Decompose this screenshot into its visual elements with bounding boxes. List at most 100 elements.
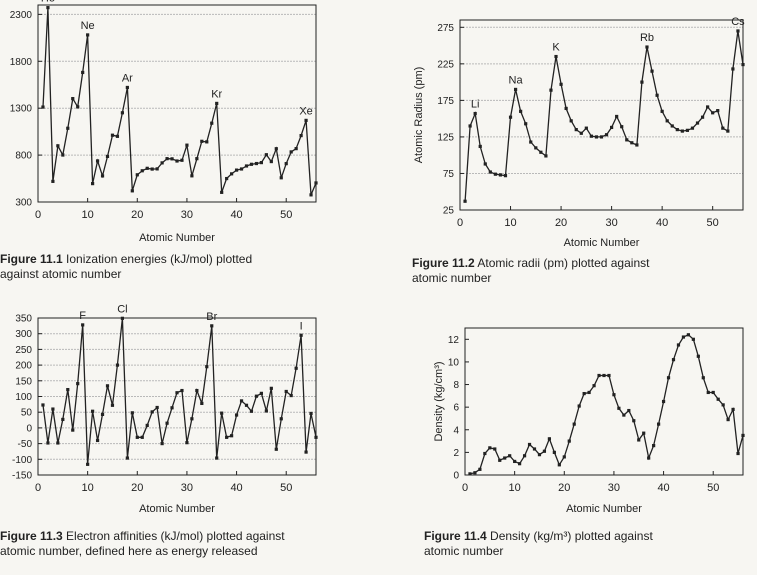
data-point xyxy=(41,403,45,407)
data-point xyxy=(587,390,591,395)
data-point xyxy=(741,433,745,438)
data-point xyxy=(304,450,308,454)
data-point xyxy=(165,157,169,161)
data-point xyxy=(547,437,551,441)
data-point xyxy=(130,189,134,193)
data-point xyxy=(230,172,234,176)
y-axis-label: Atomic Radius (pm) xyxy=(413,67,425,164)
y-tick-label: -150 xyxy=(12,471,32,482)
data-point xyxy=(71,428,75,432)
caption-fig-11-1: Figure 11.1 Ionization energies (kJ/mol)… xyxy=(0,252,252,282)
x-tick-label: 0 xyxy=(457,217,463,229)
peak-label: K xyxy=(552,42,560,54)
data-point xyxy=(210,121,214,125)
data-point xyxy=(513,87,518,92)
data-point xyxy=(671,358,676,362)
data-point xyxy=(721,126,725,130)
caption-text-line2: against atomic number xyxy=(0,267,122,281)
data-point xyxy=(675,128,679,132)
data-point xyxy=(579,131,583,135)
caption-text: Density (kg/m³) plotted against xyxy=(490,529,653,543)
data-point xyxy=(155,405,159,410)
data-point xyxy=(314,435,318,439)
data-point xyxy=(51,407,55,411)
data-point xyxy=(529,140,533,144)
data-point xyxy=(269,159,273,164)
data-point xyxy=(170,406,174,410)
data-point xyxy=(249,162,254,166)
data-point xyxy=(185,143,189,147)
data-point xyxy=(76,105,80,109)
data-point xyxy=(701,376,705,380)
data-point xyxy=(190,174,194,178)
peak-label: Kr xyxy=(211,88,222,100)
data-point xyxy=(711,111,715,115)
chart-radius: 25 75 125 175 225 275 0 10 20 30 40 50 Atomic Number… xyxy=(413,16,745,249)
data-point xyxy=(700,115,705,119)
caption-label: Figure 11.4 xyxy=(424,529,487,543)
data-point xyxy=(665,119,669,123)
data-point xyxy=(230,434,234,438)
data-point xyxy=(66,387,70,392)
data-point xyxy=(135,173,139,177)
data-point xyxy=(299,333,303,337)
data-point xyxy=(175,391,179,395)
y-tick-label: 250 xyxy=(15,345,32,356)
y-tick-label: 800 xyxy=(15,151,32,162)
series-line xyxy=(469,334,744,475)
data-point xyxy=(478,144,482,149)
caption-label: Figure 11.1 xyxy=(0,252,63,266)
data-point xyxy=(716,397,720,401)
data-point xyxy=(642,431,646,435)
data-point xyxy=(41,105,45,109)
y-tick-label: 2 xyxy=(453,448,459,459)
data-point xyxy=(100,412,105,416)
data-point xyxy=(140,435,144,439)
data-point xyxy=(645,45,649,49)
caption-text-line2: atomic number xyxy=(424,544,504,558)
data-point xyxy=(294,366,298,370)
caption-text: Atomic radii (pm) plotted against xyxy=(477,256,650,270)
data-point xyxy=(210,324,214,328)
data-point xyxy=(572,422,576,426)
peak-label: Xe xyxy=(299,105,312,117)
y-tick-label: 125 xyxy=(437,132,454,143)
data-point xyxy=(676,343,681,347)
x-tick-label: 30 xyxy=(181,482,193,494)
data-point xyxy=(574,128,578,132)
data-point xyxy=(215,456,219,460)
y-tick-label: 25 xyxy=(443,206,455,217)
data-point xyxy=(284,162,288,166)
y-tick-label: 175 xyxy=(437,96,454,107)
data-point xyxy=(259,161,263,165)
data-point xyxy=(81,323,85,327)
data-point xyxy=(91,182,95,186)
data-point xyxy=(110,133,115,137)
data-point xyxy=(279,176,283,180)
data-point xyxy=(91,409,95,413)
data-point xyxy=(610,125,614,130)
data-point xyxy=(632,419,636,423)
data-point xyxy=(695,121,700,125)
data-point xyxy=(736,29,740,33)
data-point xyxy=(582,391,586,396)
series-line xyxy=(42,318,317,465)
data-point xyxy=(597,373,601,378)
data-point xyxy=(542,449,547,453)
peak-label: Ne xyxy=(81,20,95,32)
x-axis-label: Atomic Number xyxy=(139,503,215,515)
data-point xyxy=(666,376,671,380)
data-point xyxy=(289,393,293,398)
data-point xyxy=(690,126,695,130)
y-tick-label: 4 xyxy=(453,425,459,436)
data-point xyxy=(120,111,124,115)
data-point xyxy=(264,409,268,413)
data-point xyxy=(567,439,571,443)
data-point xyxy=(56,441,60,445)
data-point xyxy=(569,119,573,123)
y-tick-label: 100 xyxy=(15,392,32,403)
plot-frame xyxy=(37,4,317,203)
data-point xyxy=(309,411,313,416)
data-point xyxy=(220,411,224,415)
